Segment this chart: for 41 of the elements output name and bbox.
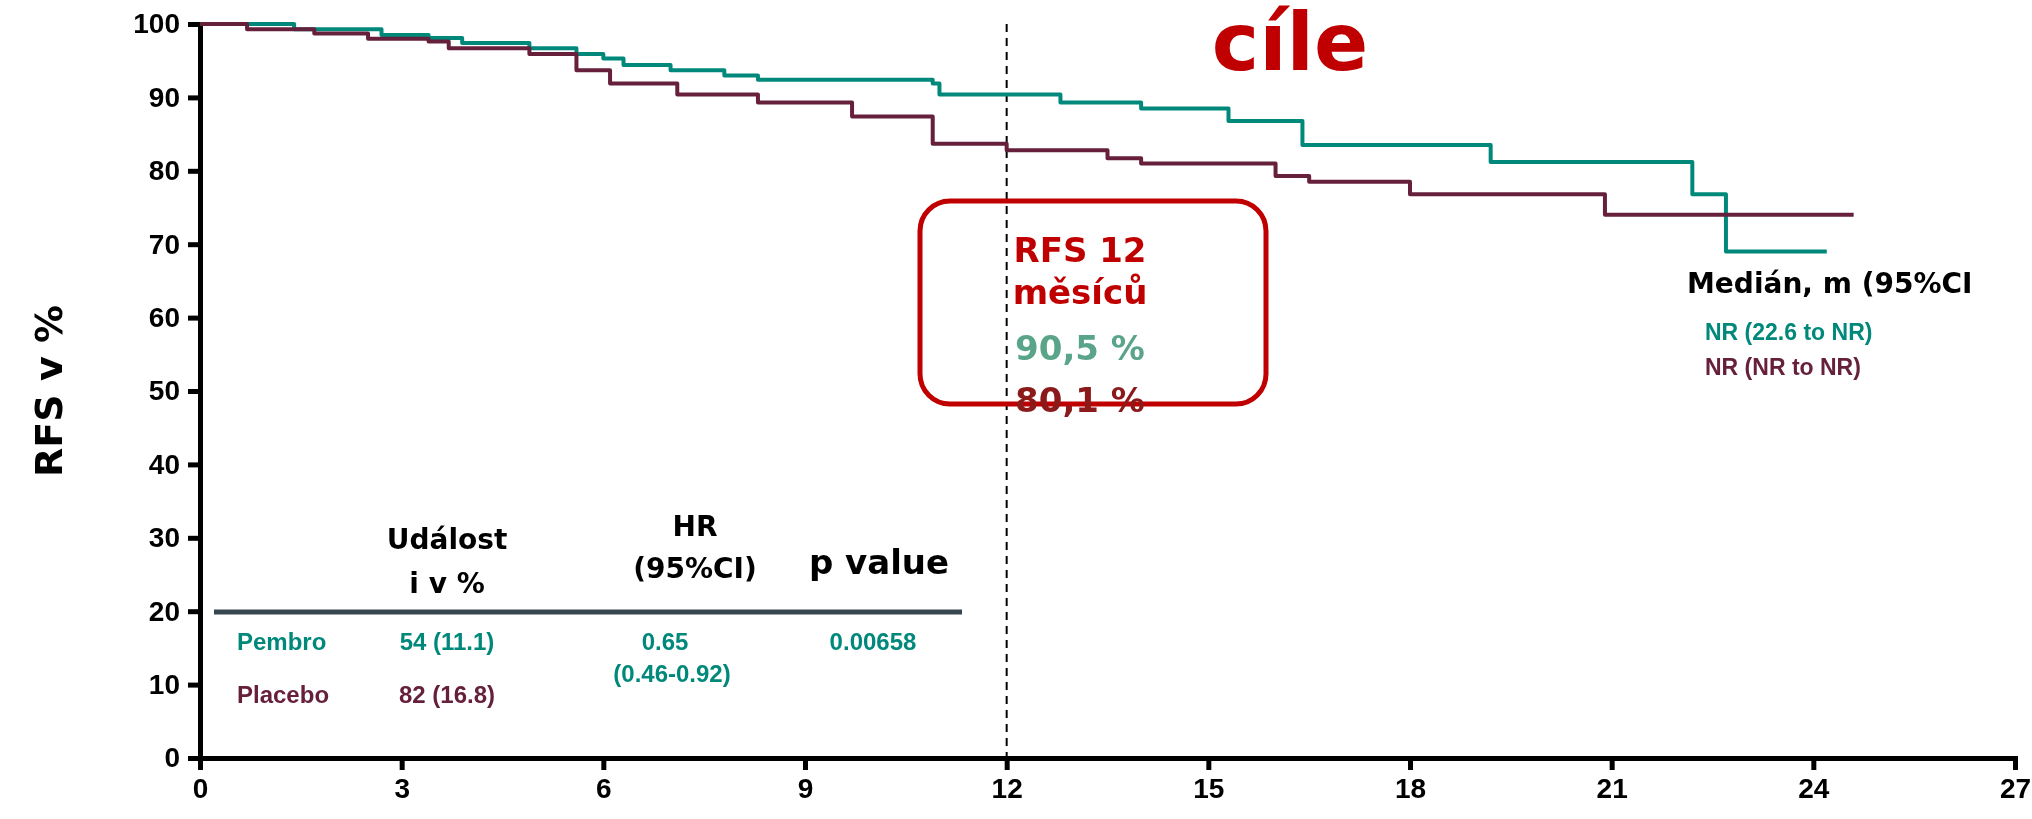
y-tick-label: 30: [148, 522, 180, 554]
annotation: 82 (16.8): [398, 681, 496, 708]
x-tick-label: 15: [1193, 772, 1225, 804]
annotation: NR (NR to NR): [1705, 354, 1861, 380]
text: Pembro: [237, 628, 327, 655]
annotation: p value: [808, 542, 950, 582]
x-tick-label: 12: [991, 772, 1023, 804]
annotation: Událost: [386, 523, 508, 556]
y-tick-label: 100: [133, 8, 180, 40]
annotation: RFS 12: [1013, 230, 1147, 270]
annotation: Medián, m (95%CI: [1687, 267, 1973, 300]
annotation: HR: [672, 510, 718, 543]
annotation: i v %: [409, 567, 485, 600]
y-tick-label: 80: [148, 155, 180, 187]
annotation: (0.46-0.92): [613, 660, 731, 687]
annotation: 90,5 %: [1015, 328, 1145, 368]
x-tick-label: 21: [1596, 772, 1628, 804]
y-axis-title: RFS v %: [27, 305, 71, 477]
text: Placebo: [237, 681, 330, 708]
annotation: 0.00658: [829, 628, 917, 655]
y-tick-label: 40: [148, 448, 180, 480]
x-tick-label: 9: [797, 772, 814, 804]
y-tick-label: 50: [148, 375, 180, 407]
x-tick-label: 24: [1798, 772, 1830, 804]
x-tick-label: 27: [1999, 772, 2032, 804]
x-tick-label: 0: [192, 772, 209, 804]
y-tick-label: 70: [148, 228, 180, 260]
x-tick-label: 18: [1394, 772, 1427, 804]
annotation: cíle: [1211, 0, 1369, 89]
x-tick-label: 3: [394, 772, 410, 804]
y-tick-label: 20: [148, 595, 180, 627]
annotation: měsíců: [1012, 272, 1148, 312]
y-tick-label: 10: [148, 669, 180, 701]
annotation: 54 (11.1): [399, 628, 495, 655]
y-tick-label: 0: [164, 742, 180, 774]
y-tick-label: 60: [148, 302, 180, 334]
x-tick-label: 6: [596, 772, 612, 804]
annotation: 0.65: [641, 628, 689, 655]
annotation: (95%CI): [633, 552, 757, 585]
annotation: NR (22.6 to NR): [1705, 319, 1873, 345]
y-tick-label: 90: [148, 81, 180, 113]
